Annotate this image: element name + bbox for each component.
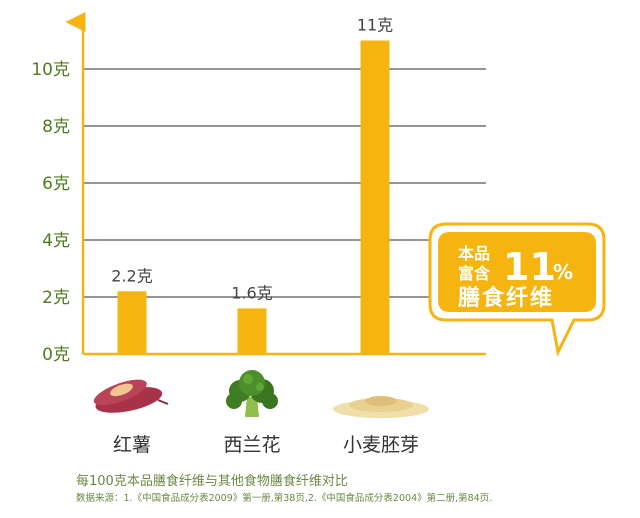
data-label: 11克 — [357, 16, 393, 35]
badge-line3: 膳食纤维 — [458, 285, 554, 311]
category-label: 小麦胚芽 — [343, 434, 419, 456]
wheat-germ-icon — [333, 396, 429, 418]
bar — [360, 40, 390, 354]
axes — [65, 12, 486, 356]
grid-lines — [83, 68, 486, 298]
fiber-callout-badge: 本品 富含 11 % 膳食纤维 — [428, 222, 606, 357]
sweet-potato-icon — [93, 379, 169, 413]
y-tick-label: 8克 — [42, 117, 70, 137]
badge-percent-sign: % — [553, 260, 573, 284]
badge-percent: 11 — [503, 245, 556, 289]
category-label: 红薯 — [113, 434, 151, 456]
data-label: 1.6克 — [231, 283, 272, 302]
bars — [117, 40, 390, 354]
data-labels: 2.2克 1.6克 11克 — [111, 16, 393, 303]
footer-title: 每100克本品膳食纤维与其他食物膳食纤维对比 — [76, 474, 348, 489]
y-tick-labels: 0克 2克 4克 6克 8克 10克 — [31, 60, 70, 365]
bar — [237, 308, 267, 354]
category-label: 西兰花 — [223, 434, 280, 456]
fiber-bar-chart: 0克 2克 4克 6克 8克 10克 2.2克 1.6克 11克 红薯 西兰花 小麦胚芽 本品… — [31, 12, 606, 456]
y-tick-label: 2克 — [42, 288, 70, 308]
y-tick-label: 10克 — [31, 60, 70, 80]
y-tick-label: 4克 — [42, 231, 70, 251]
data-label: 2.2克 — [111, 266, 152, 285]
y-tick-label: 0克 — [42, 345, 70, 365]
bar — [117, 291, 147, 354]
badge-line1: 本品 — [458, 244, 490, 263]
y-tick-label: 6克 — [42, 174, 70, 194]
broccoli-icon — [226, 370, 278, 417]
badge-line2: 富含 — [458, 264, 491, 283]
footer-source: 数据来源：1.《中国食品成分表2009》第一册,第38页,2.《中国食品成分表2… — [76, 493, 493, 504]
